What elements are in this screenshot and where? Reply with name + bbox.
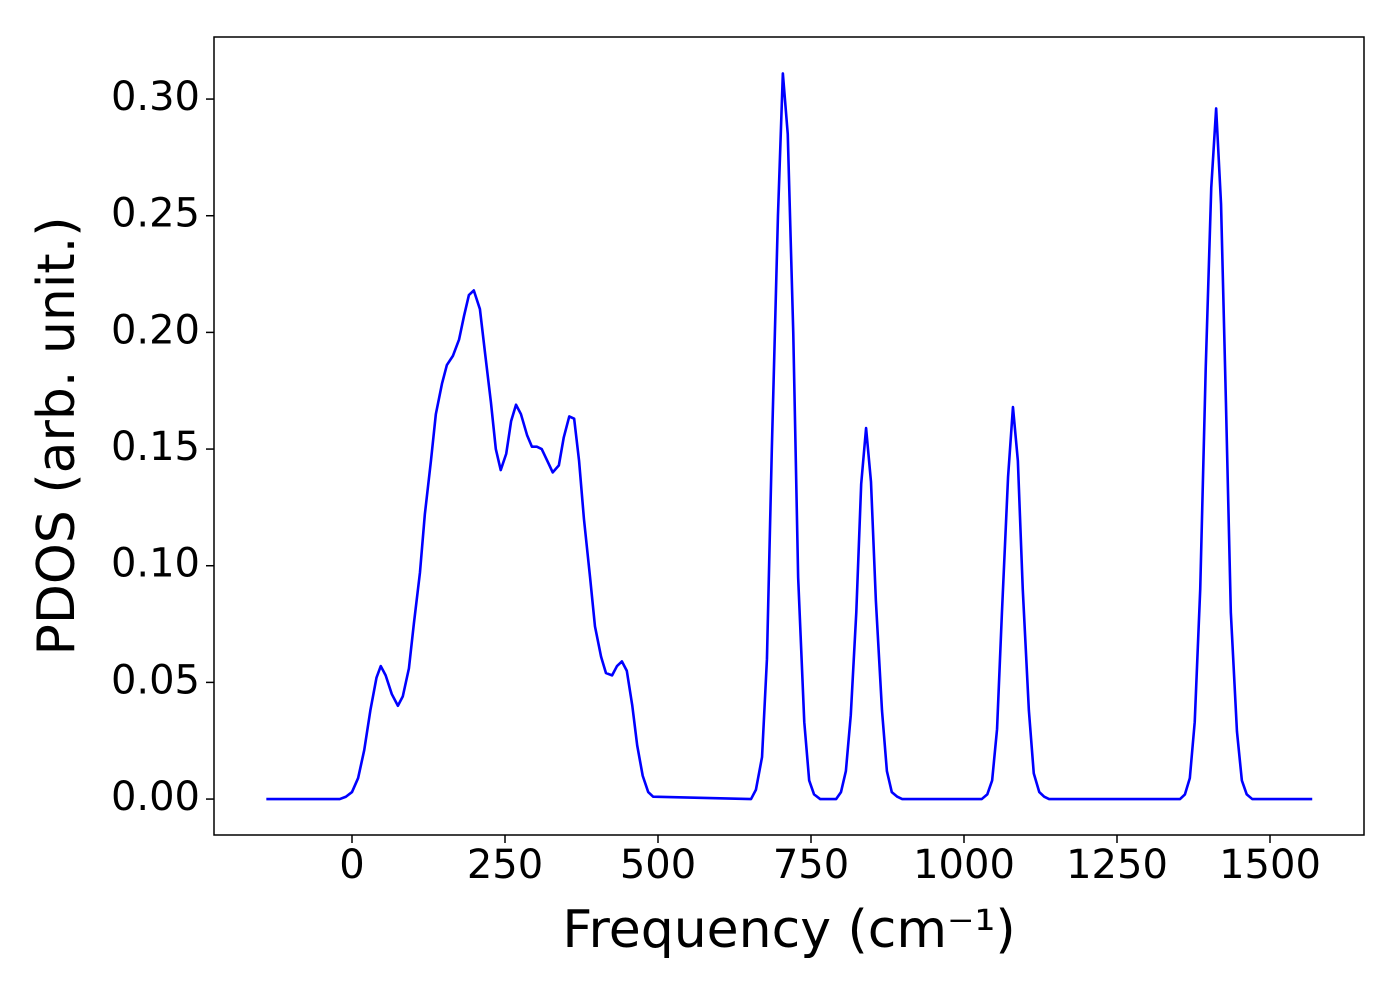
y-tick-label: 0.15 [111, 424, 200, 470]
x-tick-label: 1250 [1066, 842, 1168, 888]
y-axis-label: PDOS (arb. unit.) [27, 216, 87, 655]
pdos-line [266, 72, 1313, 801]
y-tick-label: 0.25 [111, 191, 200, 237]
y-tick-label: 0.00 [111, 774, 200, 820]
x-tick-label: 250 [467, 842, 543, 888]
x-tick-label: 1500 [1219, 842, 1321, 888]
y-tick-label: 0.30 [111, 74, 200, 120]
y-tick-label: 0.05 [111, 657, 200, 703]
x-tick-label: 0 [339, 842, 364, 888]
x-tick-label: 750 [773, 842, 849, 888]
x-tick-label: 500 [620, 842, 696, 888]
y-tick-label: 0.10 [111, 541, 200, 587]
plot-frame [213, 36, 1365, 836]
x-axis-label: Frequency (cm⁻¹) [562, 900, 1015, 960]
y-tick-label: 0.20 [111, 307, 200, 353]
x-tick-label: 1000 [913, 842, 1015, 888]
